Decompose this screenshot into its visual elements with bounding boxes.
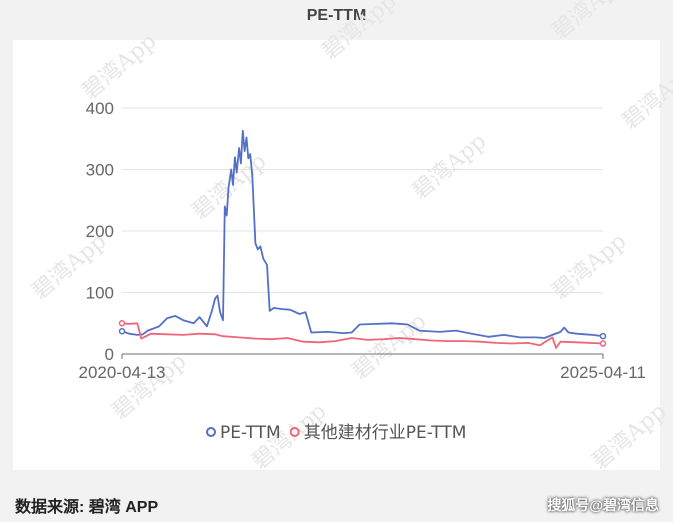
- y-tick-label: 100: [86, 284, 114, 303]
- series-endpoint-marker: [599, 340, 607, 347]
- series-lines: [118, 129, 607, 349]
- tick-labels: 0 100 200 300 400 2020-04-13 2025-04-11: [79, 99, 646, 382]
- y-tick-label: 400: [86, 99, 114, 118]
- y-tick-label: 200: [86, 222, 114, 241]
- legend-label: PE-TTM: [220, 423, 281, 443]
- corner-watermark: 搜狐号@碧湾信息: [547, 497, 659, 513]
- series-line-2: [121, 322, 604, 349]
- legend-item-2[interactable]: 其他建材行业PE-TTM: [289, 423, 467, 443]
- series-endpoint-marker: [599, 332, 607, 340]
- legend: PE-TTM 其他建材行业PE-TTM: [206, 423, 467, 443]
- y-tick-label: 0: [105, 345, 114, 364]
- y-tick-label: 300: [86, 161, 114, 180]
- legend-marker: [206, 427, 216, 437]
- x-tick-label: 2025-04-11: [560, 363, 646, 382]
- series-endpoint-marker: [118, 320, 126, 327]
- legend-label: 其他建材行业PE-TTM: [304, 423, 467, 443]
- series-line-1: [121, 129, 604, 339]
- grid-lines: [122, 107, 603, 293]
- x-tick-label: 2020-04-13: [79, 363, 166, 382]
- legend-item-1[interactable]: PE-TTM: [206, 423, 281, 443]
- chart-title: PE-TTM: [306, 7, 367, 24]
- legend-marker: [289, 427, 300, 437]
- chart-panel: [13, 40, 660, 470]
- axes: [121, 353, 604, 359]
- series-endpoint-marker: [118, 327, 126, 335]
- data-source-footer: 数据来源: 碧湾 APP: [15, 499, 159, 516]
